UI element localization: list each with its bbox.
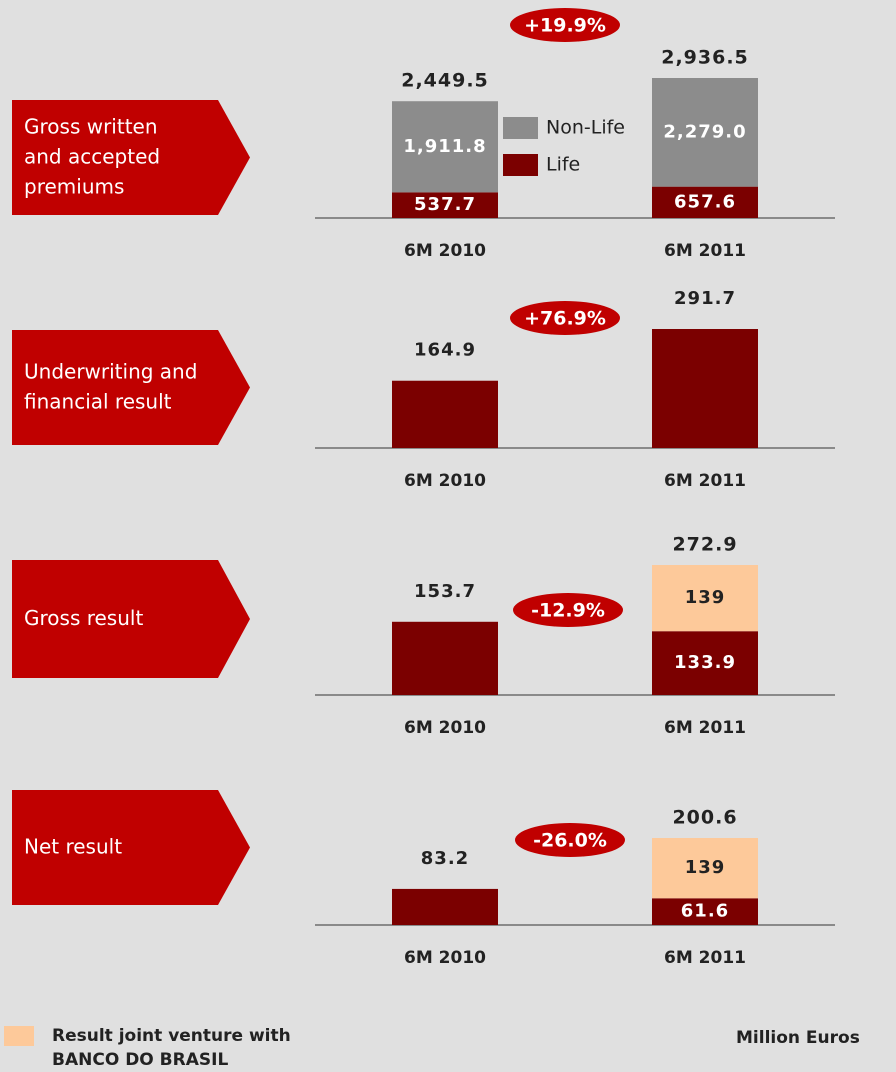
legend-swatch (4, 1026, 34, 1046)
value-label: 83.2 (421, 848, 469, 869)
change-label: -12.9% (531, 600, 605, 622)
change-label: +76.9% (524, 308, 606, 330)
bar-segment (652, 565, 758, 632)
bar-segment (392, 888, 498, 925)
section-label: Net result (24, 834, 122, 858)
x-tick-label: 6M 2011 (664, 948, 746, 968)
bar-segment (392, 192, 498, 218)
bar-segment (652, 78, 758, 187)
value-label: 657.6 (674, 191, 736, 212)
legend-label: Result joint venture with BANCO DO BRASI… (52, 1026, 291, 1070)
bar-segment (652, 186, 758, 218)
change-label: +19.9% (524, 15, 606, 37)
total-label: 200.6 (672, 807, 737, 829)
section-label: Gross written and accepted premiums (24, 114, 160, 198)
x-tick-label: 6M 2010 (404, 718, 486, 738)
value-label: 2,279.0 (663, 121, 746, 142)
value-label: 537.7 (414, 194, 476, 215)
bar-segment (652, 898, 758, 925)
total-label: 2,936.5 (661, 47, 749, 69)
section-box (12, 330, 250, 445)
bar-segment (652, 329, 758, 448)
x-tick-label: 6M 2011 (664, 241, 746, 261)
value-label: 1,911.8 (403, 136, 486, 157)
section-box (12, 100, 250, 215)
x-tick-label: 6M 2010 (404, 471, 486, 491)
x-tick-label: 6M 2010 (404, 241, 486, 261)
change-badge (513, 593, 623, 627)
value-label: 291.7 (674, 288, 736, 309)
change-label: -26.0% (533, 830, 607, 852)
value-label: 133.9 (674, 652, 736, 673)
section-box (12, 790, 250, 905)
bar-segment (392, 621, 498, 695)
value-label: 139 (685, 857, 726, 878)
x-tick-label: 6M 2010 (404, 948, 486, 968)
bar-segment (392, 101, 498, 193)
total-label: 272.9 (672, 534, 737, 556)
change-badge (515, 823, 625, 857)
legend-label: Life (546, 154, 580, 176)
bar-segment (652, 631, 758, 695)
value-label: 61.6 (681, 901, 729, 922)
x-tick-label: 6M 2011 (664, 471, 746, 491)
x-tick-label: 6M 2011 (664, 718, 746, 738)
value-label: 153.7 (414, 581, 476, 602)
bar-segment (652, 838, 758, 899)
section-box (12, 560, 250, 678)
legend-swatch (503, 154, 538, 176)
legend-label: Non-Life (546, 117, 625, 139)
change-badge (510, 301, 620, 335)
value-label: 139 (685, 587, 726, 608)
unit-note: Million Euros (736, 1028, 860, 1048)
total-label: 2,449.5 (401, 70, 489, 92)
change-badge (510, 8, 620, 42)
section-label: Underwriting and financial result (24, 359, 197, 413)
section-label: Gross result (24, 606, 143, 630)
legend-swatch (503, 117, 538, 139)
value-label: 164.9 (414, 340, 476, 361)
bar-segment (392, 380, 498, 448)
